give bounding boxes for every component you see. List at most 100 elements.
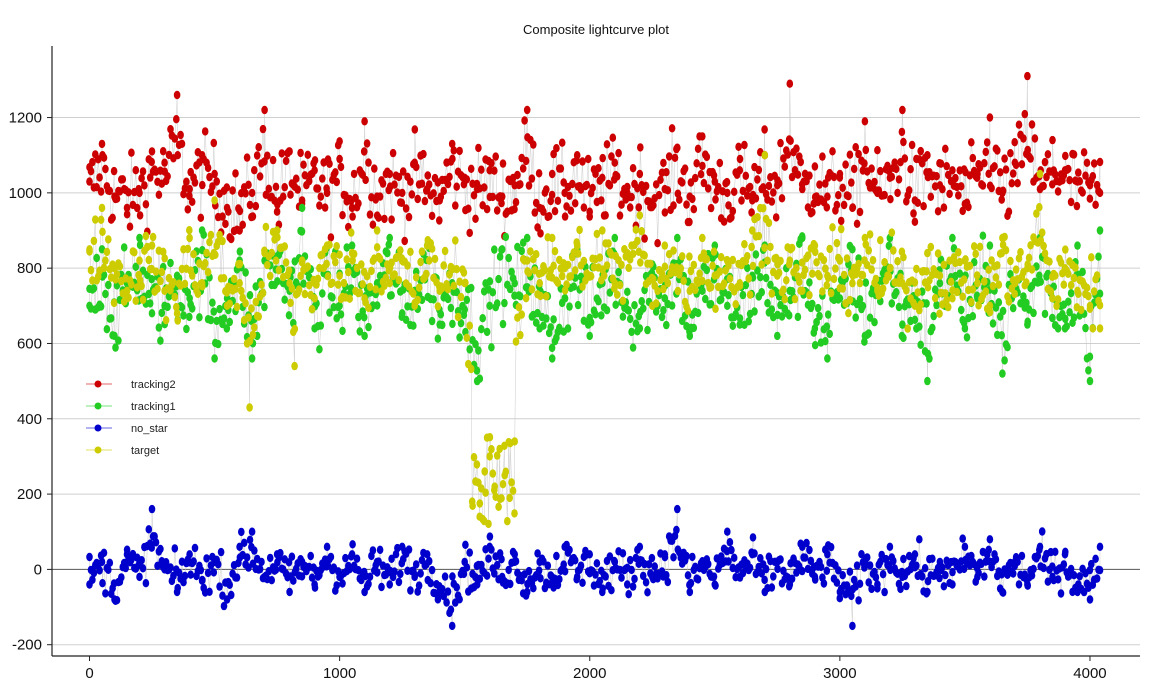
data-point [402, 204, 410, 213]
data-point [1070, 571, 1078, 580]
data-point [272, 182, 280, 191]
data-point [895, 175, 903, 184]
data-point [476, 374, 484, 383]
data-point [444, 587, 452, 596]
data-point [199, 282, 206, 291]
data-point [333, 581, 341, 590]
data-point [835, 566, 842, 575]
data-point [385, 240, 393, 249]
data-point [518, 246, 525, 256]
legend-marker [94, 446, 102, 454]
data-point [647, 259, 654, 268]
data-point [414, 194, 422, 204]
data-point [96, 566, 103, 575]
data-point [505, 565, 512, 575]
data-point [707, 203, 715, 213]
data-point [174, 583, 181, 593]
data-point [307, 551, 315, 561]
data-point [924, 283, 932, 292]
data-point [450, 281, 458, 290]
data-point [626, 555, 634, 565]
data-point [115, 336, 122, 345]
data-point [375, 213, 382, 222]
data-point [916, 535, 923, 544]
data-point [465, 204, 472, 213]
data-point [949, 233, 956, 243]
data-point [405, 545, 413, 554]
data-point [677, 264, 685, 273]
data-point [724, 527, 731, 536]
data-point [252, 201, 260, 211]
data-point [272, 565, 280, 574]
data-point [188, 271, 196, 280]
data-point [493, 299, 501, 308]
data-point [475, 143, 482, 153]
data-point [333, 177, 341, 187]
data-point [239, 220, 246, 229]
data-point [498, 199, 505, 208]
data-point [1040, 181, 1047, 191]
data-point [770, 572, 777, 581]
data-point [1067, 564, 1075, 574]
data-point [148, 309, 156, 318]
data-point [483, 327, 491, 337]
data-point [486, 301, 494, 310]
data-point [467, 283, 475, 293]
data-point [556, 575, 563, 584]
data-point [936, 279, 944, 288]
data-point [717, 295, 725, 304]
data-point [671, 153, 679, 162]
data-point [985, 169, 992, 178]
data-point [232, 284, 239, 293]
data-point [1066, 176, 1073, 185]
data-point [736, 166, 744, 175]
data-point [811, 324, 819, 333]
data-point [899, 105, 906, 115]
data-point [949, 567, 956, 577]
data-point [301, 171, 309, 180]
data-point [809, 299, 816, 309]
data-point [369, 220, 377, 229]
data-point [924, 376, 931, 386]
data-point [178, 303, 186, 312]
data-point [536, 279, 543, 288]
data-point [145, 525, 153, 534]
data-point [975, 301, 982, 310]
data-point [757, 554, 764, 563]
data-point [663, 320, 670, 330]
data-point [619, 312, 627, 321]
data-point [407, 177, 414, 186]
x-tick-label: 2000 [573, 665, 606, 682]
data-point [186, 226, 193, 235]
data-point [123, 286, 131, 295]
data-point [499, 159, 507, 168]
data-point [786, 256, 794, 265]
data-point [86, 177, 93, 186]
data-point [877, 166, 884, 176]
data-point [288, 552, 296, 561]
data-point [397, 569, 404, 579]
data-point [366, 572, 374, 581]
data-point [691, 173, 699, 183]
data-point [154, 284, 161, 293]
data-point [386, 279, 394, 288]
data-point [580, 203, 588, 212]
data-point [190, 250, 197, 259]
data-point [823, 203, 831, 212]
data-point [840, 200, 848, 210]
data-point [167, 258, 174, 268]
data-point [739, 290, 747, 300]
data-point [704, 559, 712, 569]
x-tick-label: 1000 [323, 665, 356, 682]
data-point [551, 207, 559, 216]
data-point [449, 572, 456, 581]
data-point [177, 130, 184, 140]
data-point [373, 226, 381, 235]
legend-marker [94, 402, 102, 410]
data-point [842, 160, 849, 169]
data-point [502, 467, 510, 476]
data-point [323, 542, 331, 551]
data-point [917, 146, 924, 156]
data-point [319, 174, 326, 183]
data-point [1096, 301, 1104, 310]
